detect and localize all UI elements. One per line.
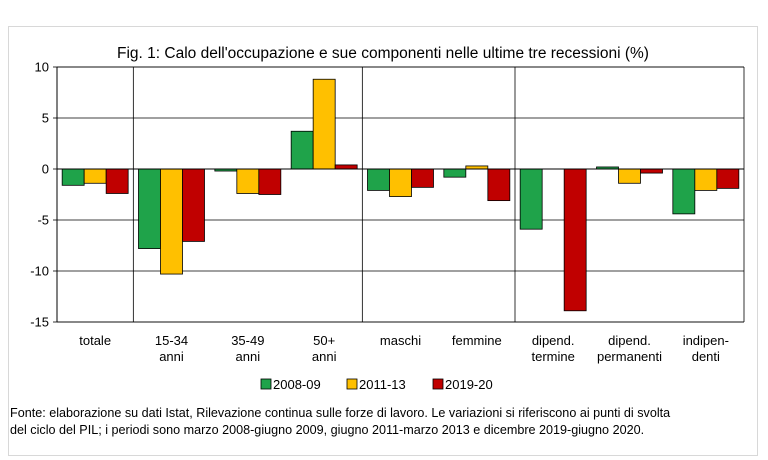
bars [61, 78, 740, 312]
bar-2008-09-1 [138, 168, 161, 249]
legend-label-2019-20: 2019-20 [445, 377, 493, 392]
bar-2011-13-2 [236, 168, 260, 194]
x-tick-label: 15-34 [155, 333, 188, 348]
y-tick-label: -10 [30, 264, 49, 279]
bar-2019-20-4 [411, 168, 434, 188]
y-tick-label: 10 [35, 60, 49, 75]
bar-2019-20-3 [334, 164, 358, 170]
x-tick-label: dipend. [532, 333, 575, 348]
x-tick-label: anni [159, 349, 184, 364]
bar-2011-13-4 [389, 168, 412, 197]
x-tick-label: dipend. [608, 333, 651, 348]
bar-2008-09-5 [443, 168, 467, 178]
x-tick-label: permanenti [597, 349, 662, 364]
bar-2008-09-4 [367, 168, 390, 191]
legend-swatch-2008-09 [260, 378, 272, 390]
x-tick-label: 50+ [313, 333, 335, 348]
legend-label-2008-09: 2008-09 [273, 377, 321, 392]
source-line-2: del ciclo del PIL; i periodi sono marzo … [10, 423, 645, 437]
bar-2008-09-3 [290, 130, 314, 170]
legend-swatch-2011-13 [346, 378, 358, 390]
x-tick-label: femmine [452, 333, 502, 348]
bar-2008-09-0 [61, 168, 85, 186]
x-tick-label: indipen- [683, 333, 729, 348]
y-axis-ticks: 10 5 0 -5 -10 -15 [30, 60, 57, 330]
bar-2011-13-3 [312, 78, 336, 170]
y-tick-label: -5 [37, 213, 49, 228]
x-tick-label: maschi [380, 333, 421, 348]
bar-2019-20-0 [105, 168, 129, 194]
bar-chart: Fig. 1: Calo dell'occupazione e sue comp… [30, 45, 745, 392]
bar-2019-20-5 [487, 168, 511, 202]
x-tick-label: anni [312, 349, 337, 364]
source-note: Fonte: elaborazione su dati Istat, Rilev… [10, 405, 750, 439]
source-line-1: Fonte: elaborazione su dati Istat, Rilev… [10, 406, 671, 420]
bar-2011-13-0 [83, 168, 107, 184]
bar-2019-20-7 [640, 168, 663, 174]
x-tick-label: anni [236, 349, 261, 364]
bar-2019-20-1 [182, 168, 205, 242]
bar-2008-09-8 [672, 168, 696, 215]
legend-swatch-2019-20 [432, 378, 444, 390]
y-tick-label: 5 [42, 111, 49, 126]
bar-2008-09-6 [519, 168, 543, 230]
y-tick-label: 0 [42, 162, 49, 177]
bar-2019-20-8 [716, 168, 740, 189]
bar-2011-13-1 [160, 168, 183, 275]
bar-2019-20-6 [563, 168, 587, 312]
x-tick-label: totale [79, 333, 111, 348]
axes [56, 66, 745, 323]
legend-label-2011-13: 2011-13 [359, 377, 406, 392]
bar-2011-13-7 [618, 168, 641, 184]
x-tick-label: termine [531, 349, 574, 364]
bar-2011-13-8 [694, 168, 718, 191]
chart-title: Fig. 1: Calo dell'occupazione e sue comp… [117, 45, 649, 62]
bar-2019-20-2 [258, 168, 282, 195]
legend: 2008-09 2011-13 2019-20 [260, 377, 493, 392]
x-tick-label: 35-49 [231, 333, 264, 348]
x-tick-label: denti [692, 349, 720, 364]
y-tick-label: -15 [30, 315, 49, 330]
